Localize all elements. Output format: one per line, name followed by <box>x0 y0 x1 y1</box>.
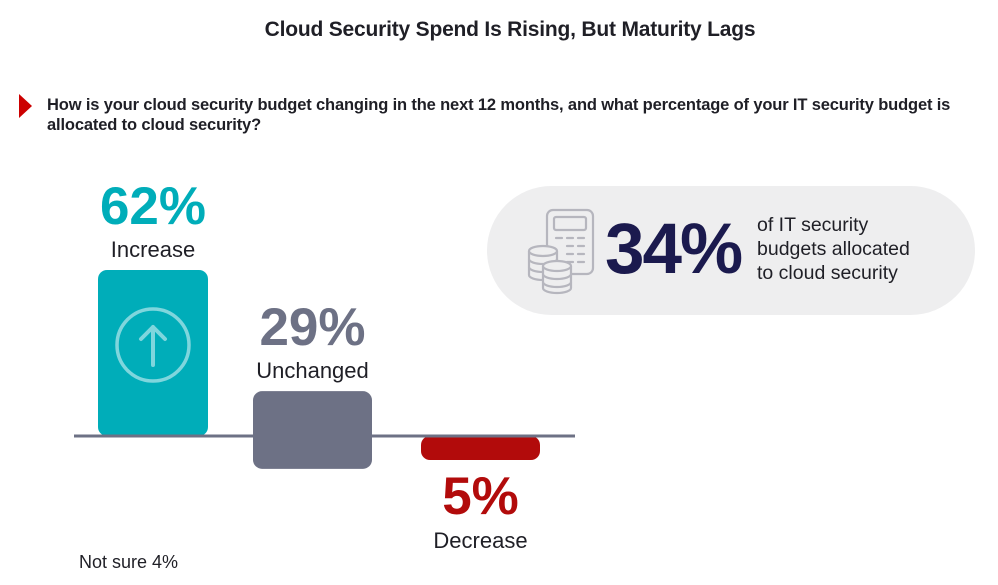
callout-text-line: to cloud security <box>757 262 898 284</box>
not-sure-footnote: Not sure 4% <box>79 552 179 572</box>
callout-text-line: budgets allocated <box>757 238 910 260</box>
survey-question: How is your cloud security budget changi… <box>47 96 951 134</box>
value-label: 62% <box>100 177 206 236</box>
category-label: Decrease <box>433 528 527 553</box>
callout-value: 34% <box>605 210 743 289</box>
category-label: Increase <box>111 237 195 262</box>
callout-text-line: of IT security <box>757 214 869 236</box>
value-label: 29% <box>259 298 365 357</box>
bar-decrease <box>421 436 540 460</box>
callout-text: of IT security budgets allocated to clou… <box>757 213 967 285</box>
callout-pill: 34% of IT security budgets allocated to … <box>487 186 975 315</box>
chart-title: Cloud Security Spend Is Rising, But Matu… <box>264 18 756 41</box>
question-marker-icon <box>19 94 32 118</box>
up-arrow-icon <box>139 325 167 367</box>
value-label: 5% <box>442 467 519 526</box>
up-arrow-circle-icon <box>115 307 191 383</box>
category-label: Unchanged <box>256 358 369 383</box>
bar-unchanged <box>253 391 372 469</box>
calculator-coins-icon <box>527 208 595 295</box>
